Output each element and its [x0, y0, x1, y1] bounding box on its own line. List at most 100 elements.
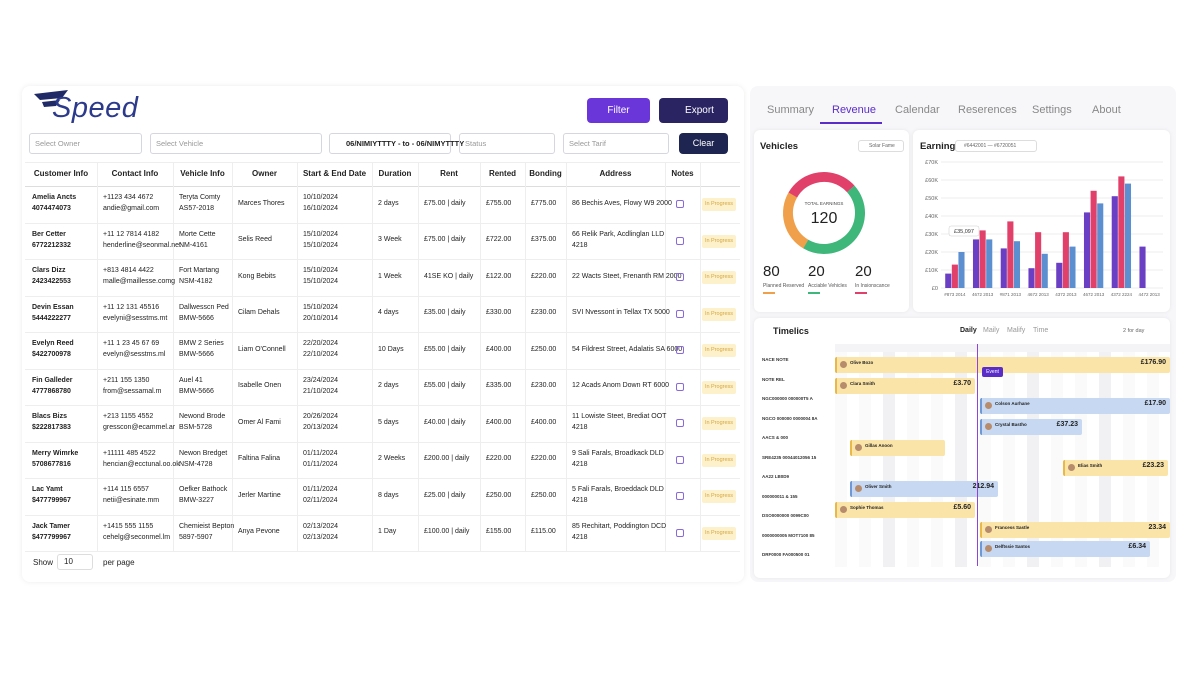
timeline-event: Francess Sastle 23.34 — [980, 522, 1170, 538]
cell-text: Merry Wimrke — [32, 449, 79, 457]
card-title: Vehicles — [760, 141, 799, 152]
event-avatar — [985, 402, 992, 409]
card-dropdown[interactable]: Solar Fame — [858, 140, 904, 152]
notes-icon — [676, 528, 684, 537]
cell-text: +813 4814 4422 — [103, 267, 154, 275]
cell-text: +211 155 1350 — [103, 376, 150, 384]
tab[interactable]: Reserences — [958, 104, 1017, 116]
stat-value: 80 — [763, 263, 780, 280]
cell-text: £122.00 — [486, 272, 512, 280]
view-tab[interactable]: Daily — [960, 327, 977, 334]
cell-text: evelyni@sesstms.mt — [103, 314, 168, 322]
cell-text: £250.00 — [486, 491, 512, 499]
cell-text: Isabelle Onen — [238, 382, 282, 390]
y-tick-label: £50K — [925, 196, 938, 202]
vehicles-card — [754, 130, 909, 312]
filter-button[interactable]: Filter — [587, 98, 650, 123]
resource-label: NOTE REL — [762, 376, 785, 382]
status-badge: In Progress — [702, 526, 736, 540]
cell-text: 11 Lowiste Steet, Brediat OOT — [572, 413, 667, 421]
cell-text: +114 115 6557 — [103, 486, 149, 494]
event-name: Colson Aurhane — [995, 401, 1030, 406]
cell-text: 20/13/2024 — [303, 424, 339, 432]
view-tab[interactable]: Maily — [983, 327, 1000, 334]
bar — [951, 264, 958, 288]
event-amount: 212.94 — [972, 483, 994, 490]
column-divider — [232, 162, 233, 552]
clear-button[interactable]: Clear — [679, 133, 728, 154]
cell-text: BMW-3227 — [179, 497, 214, 505]
event-avatar — [985, 526, 992, 533]
cell-text: BMW 2 Series — [179, 340, 224, 348]
cell-text: +11 1 23 45 67 69 — [103, 340, 160, 348]
event-avatar — [855, 485, 862, 492]
cell-text: 02/13/2024 — [303, 533, 339, 541]
cell-text: Evelyn Reed — [32, 340, 74, 348]
logo-text: Speed — [52, 92, 139, 124]
cell-text: $422700978 — [32, 351, 71, 359]
cell-text: £40.00 | daily — [424, 418, 466, 426]
tab[interactable]: About — [1092, 104, 1121, 116]
cell-text: 86 Bechis Aves, Flowy W9 2000 — [572, 199, 672, 207]
cell-text: 23/24/2024 — [303, 376, 339, 384]
column-divider — [372, 162, 373, 552]
cell-text: £115.00 — [531, 528, 556, 536]
cell-text: 15/10/2024 — [303, 241, 339, 249]
stat-label: Planned Reserved — [763, 283, 805, 289]
date-range[interactable]: #6442001 — #6720051 — [955, 140, 1037, 152]
cell-text: 2 Weeks — [378, 455, 406, 463]
bar — [1007, 221, 1014, 288]
cell-text: 01/11/2024 — [303, 449, 338, 457]
status-badge: In Progress — [702, 344, 736, 357]
tab[interactable]: Summary — [767, 104, 815, 116]
resource-label: 0000000005 MOT7100 85 — [762, 532, 815, 538]
export-button[interactable]: Export — [659, 98, 728, 123]
event-name: Elias Smith — [1078, 463, 1103, 468]
x-tick-label: 4672 2013 — [1027, 292, 1049, 297]
cell-text: £75.00 | daily — [424, 236, 466, 244]
filter-dropdown[interactable]: Select Vehicle — [150, 133, 322, 154]
tab[interactable]: Revenue — [832, 104, 877, 116]
view-tab[interactable]: Malify — [1007, 327, 1026, 334]
x-tick-label: #871 2013 — [1000, 292, 1022, 297]
cell-text: 01/11/2024 — [303, 486, 338, 494]
resource-label: 000000011 & 155 — [762, 493, 798, 499]
filter-dropdown[interactable]: 06/NIMIYTTTY - to - 06/NIMYTTTY — [329, 133, 464, 154]
cell-text: $477799967 — [32, 497, 71, 505]
cell-text: BSM-5728 — [179, 424, 213, 432]
cell-text: 15/10/2024 — [303, 230, 339, 238]
bar — [1041, 253, 1048, 288]
timeline-event: Colson Aurhane £17.90 — [980, 398, 1170, 414]
cell-text: 15/10/2024 — [303, 267, 339, 275]
cell-text: Amelia Ancts — [32, 194, 77, 202]
event-badge[interactable]: Event — [982, 367, 1003, 377]
filter-dropdown[interactable]: Status — [459, 133, 555, 154]
cell-text: £200.00 | daily — [424, 455, 470, 463]
tab[interactable]: Settings — [1032, 104, 1072, 116]
filter-dropdown[interactable]: Select Tarif — [563, 133, 669, 154]
timeline-event: Delftssie Santos £6.34 — [980, 541, 1150, 557]
table-row — [25, 187, 740, 224]
cell-text: Fort Martang — [179, 267, 220, 275]
cell-text: +1123 434 4672 — [103, 194, 154, 202]
cell-text: Blacs Bizs — [32, 413, 68, 421]
notes-icon — [676, 273, 684, 281]
cell-text: Fin Galleder — [32, 376, 73, 384]
tab[interactable]: Calendar — [895, 104, 940, 116]
view-tab[interactable]: Time — [1033, 327, 1049, 334]
cell-text: 20/10/2014 — [303, 314, 339, 322]
table-row — [25, 260, 740, 297]
cell-text: Liam O'Connell — [238, 345, 286, 353]
pager-size[interactable]: 10 — [57, 554, 93, 570]
bar — [979, 230, 986, 288]
filter-dropdown[interactable]: Select Owner — [29, 133, 142, 154]
event-amount: £23.23 — [1142, 462, 1164, 469]
cell-text: 5444222277 — [32, 314, 71, 322]
column-divider — [173, 162, 174, 552]
notes-icon — [676, 200, 684, 208]
timeline-nav[interactable]: 2 for day — [1123, 328, 1145, 334]
cell-text: NSM-4182 — [179, 278, 213, 286]
cell-text: 22/20/2024 — [303, 340, 339, 348]
notes-icon — [676, 309, 684, 318]
